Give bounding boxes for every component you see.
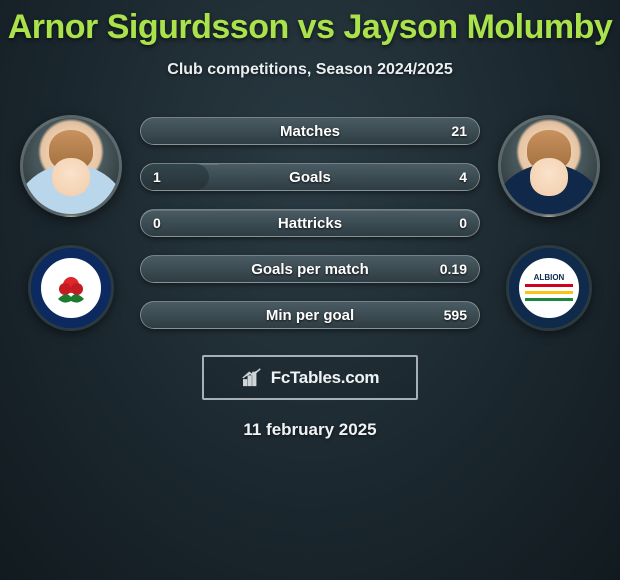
badge-text: ALBION — [534, 273, 565, 282]
right-player-avatar — [498, 115, 600, 217]
badge-stripe — [525, 291, 573, 294]
stat-label: Goals — [141, 169, 479, 186]
stat-value-right: 0 — [459, 210, 467, 236]
stat-label: Hattricks — [141, 215, 479, 232]
brand-watermark: FcTables.com — [202, 355, 418, 400]
snapshot-date: 11 february 2025 — [0, 420, 620, 440]
stat-value-right: 595 — [444, 302, 467, 328]
chart-icon — [241, 367, 263, 389]
stat-bar: Goals1 4 — [140, 163, 480, 191]
stat-label: Matches — [141, 123, 479, 140]
comparison-row: Matches21 Goals1 4 Hattricks0 0 Goals per mat… — [0, 115, 620, 331]
stat-label: Min per goal — [141, 307, 479, 324]
stat-label: Goals per match — [141, 261, 479, 278]
stat-value-right: 4 — [459, 164, 467, 190]
stat-value-left: 0 — [153, 210, 161, 236]
badge-inner — [45, 262, 97, 314]
badge-inner: ALBION — [523, 262, 575, 314]
right-player-shirt — [498, 164, 600, 217]
page-title: Arnor Sigurdsson vs Jayson Molumby — [0, 0, 620, 47]
stat-value-left: 1 — [153, 164, 161, 190]
left-player-shirt — [20, 164, 122, 217]
stat-bar: Min per goal595 — [140, 301, 480, 329]
badge-stripe — [525, 298, 573, 301]
stat-bar: Hattricks0 0 — [140, 209, 480, 237]
left-player-column — [16, 115, 126, 331]
stats-bars: Matches21 Goals1 4 Hattricks0 0 Goals per mat… — [140, 115, 480, 329]
right-club-badge: ALBION — [506, 245, 592, 331]
right-player-column: ALBION — [494, 115, 604, 331]
subtitle: Club competitions, Season 2024/2025 — [0, 61, 620, 79]
stat-bar: Matches21 — [140, 117, 480, 145]
stat-value-right: 0.19 — [440, 256, 467, 282]
brand-text: FcTables.com — [271, 368, 380, 388]
left-player-avatar — [20, 115, 122, 217]
left-club-badge — [28, 245, 114, 331]
stat-bar: Goals per match0.19 — [140, 255, 480, 283]
badge-stripe — [525, 284, 573, 287]
stat-value-right: 21 — [451, 118, 467, 144]
rose-icon — [48, 265, 94, 311]
